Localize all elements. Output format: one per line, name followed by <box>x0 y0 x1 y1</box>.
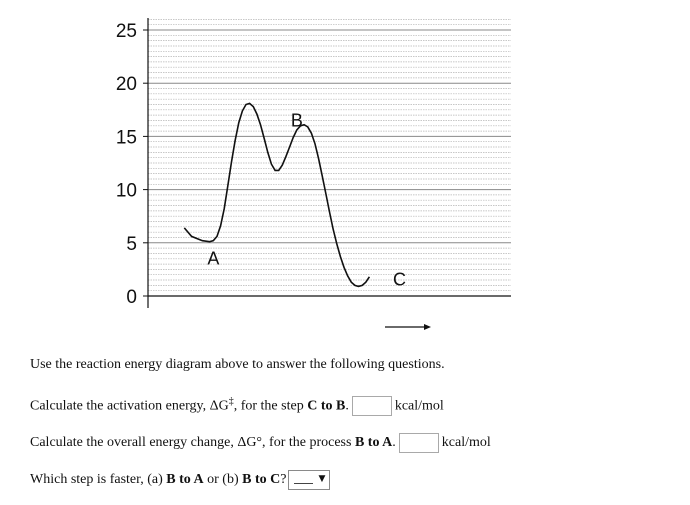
question-2: Calculate the overall energy change, ΔG°… <box>30 433 491 453</box>
question-3: Which step is faster, (a) B to A or (b) … <box>30 470 331 490</box>
q3-option-a: B to A <box>166 472 204 488</box>
q3-option-b: B to C <box>242 472 281 488</box>
point-label-c: C <box>393 269 406 289</box>
faster-step-select[interactable]: ▼ <box>288 470 331 490</box>
q1-text: Calculate the activation energy, ΔG <box>30 398 229 414</box>
q3-end: ? <box>280 472 287 488</box>
q3-text-mid: or (b) <box>203 472 243 488</box>
y-tick-label: 10 <box>116 181 137 202</box>
q1-end: . <box>345 398 349 414</box>
question-1: Calculate the activation energy, ΔG‡, fo… <box>30 396 444 417</box>
axes <box>147 18 511 308</box>
y-tick-label: 20 <box>116 74 137 95</box>
energy-change-input[interactable] <box>398 433 439 453</box>
y-tick-label: 15 <box>116 127 137 148</box>
point-labels: A B C <box>207 110 406 289</box>
q2-unit: kcal/mol <box>441 435 491 451</box>
y-tick-label: 25 <box>116 21 137 42</box>
y-ticks: 0 5 10 15 20 25 <box>116 21 148 308</box>
q1-text-mid: , for the step <box>233 398 308 414</box>
arrow-icon <box>385 324 431 330</box>
select-value <box>294 483 314 484</box>
grid-lines <box>148 19 511 292</box>
q2-process: B to A <box>354 435 393 451</box>
questions-intro: Use the reaction energy diagram above to… <box>30 357 445 372</box>
energy-curve <box>183 102 371 288</box>
q2-text: Calculate the overall energy change, ΔG°… <box>30 435 355 451</box>
y-tick-label: 5 <box>126 234 137 255</box>
q1-step: C to B <box>307 398 346 414</box>
activation-energy-input[interactable] <box>351 396 392 417</box>
y-tick-label: 0 <box>126 287 137 308</box>
q1-dagger: ‡ <box>228 396 234 407</box>
q3-text: Which step is faster, (a) <box>30 472 167 488</box>
q1-unit: kcal/mol <box>394 398 444 414</box>
chevron-down-icon: ▼ <box>318 474 326 484</box>
q2-end: . <box>392 435 396 451</box>
point-label-b: B <box>291 110 303 130</box>
energy-diagram: 0 5 10 15 20 25 A B C <box>116 18 511 330</box>
point-label-a: A <box>207 249 219 269</box>
